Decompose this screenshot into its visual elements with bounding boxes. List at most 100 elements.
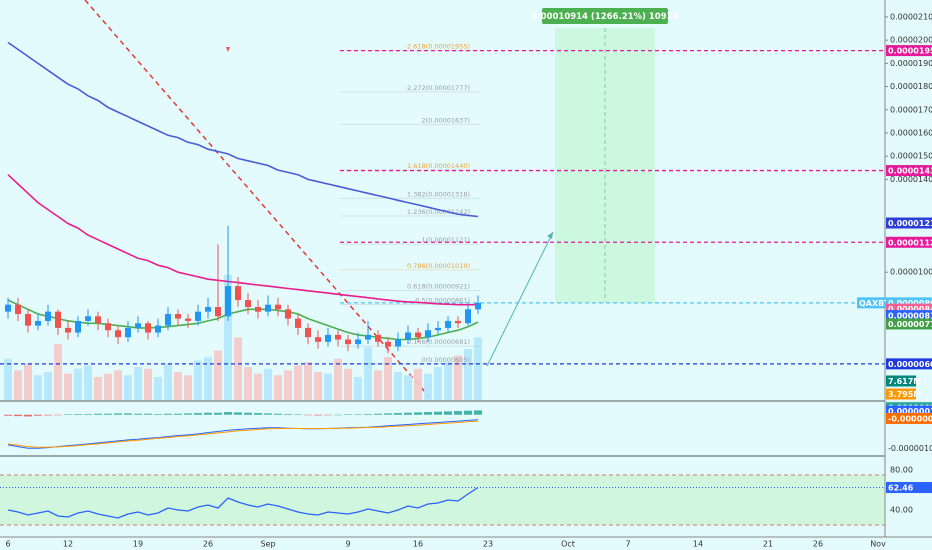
price-tag-label: 0.00001438 bbox=[888, 167, 932, 176]
price-tag bbox=[886, 217, 932, 229]
candle-body bbox=[285, 309, 291, 319]
histogram-bar bbox=[84, 414, 92, 415]
fib-label: 1(0.00001121) bbox=[422, 236, 471, 244]
histogram-bar bbox=[14, 414, 22, 417]
indicator-line bbox=[7, 419, 479, 449]
histogram-bar bbox=[4, 414, 12, 416]
x-tick-label: 26 bbox=[203, 540, 213, 549]
histogram-bar bbox=[94, 413, 102, 415]
volume-bar bbox=[394, 372, 402, 400]
volume-bar bbox=[174, 372, 182, 400]
volume-bar bbox=[64, 373, 72, 400]
x-tick-label: 9 bbox=[345, 540, 350, 549]
price-tag bbox=[886, 45, 932, 57]
volume-tag-label: 3.795M bbox=[888, 390, 921, 399]
histogram-bar bbox=[104, 413, 112, 415]
indicator-line bbox=[7, 299, 479, 341]
price-tag-label: 0.00000605 bbox=[888, 360, 932, 369]
histogram-bar bbox=[314, 414, 322, 416]
trendline bbox=[84, 0, 433, 401]
histogram-bar bbox=[324, 414, 332, 416]
price-tag bbox=[886, 297, 932, 309]
volume-bar bbox=[354, 376, 362, 400]
price-tag bbox=[886, 303, 932, 315]
volume-bar bbox=[294, 365, 302, 400]
price-tag-label: -0.00000011 bbox=[888, 414, 932, 423]
x-tick-label: Oct bbox=[561, 540, 575, 549]
histogram-bar bbox=[454, 411, 462, 415]
fib-label: 0(0.00000605) bbox=[422, 356, 471, 364]
fib-label: 0.5(0.00000861) bbox=[415, 296, 470, 304]
histogram-bar bbox=[474, 410, 482, 415]
candle-body bbox=[405, 332, 411, 340]
candle-body bbox=[395, 339, 401, 347]
volume-bar bbox=[474, 337, 482, 400]
rsi-band bbox=[0, 475, 885, 525]
candle-body bbox=[425, 330, 431, 338]
candle-body bbox=[445, 320, 451, 328]
candle-body bbox=[175, 313, 181, 319]
candle-body bbox=[325, 334, 331, 342]
volume-bar bbox=[24, 363, 32, 400]
candle-body bbox=[295, 318, 301, 328]
histogram-bar bbox=[154, 414, 162, 415]
price-tag bbox=[886, 482, 932, 494]
candle-body bbox=[435, 327, 441, 331]
histogram-bar bbox=[174, 413, 182, 415]
price-tag-label: 0.00000868 bbox=[888, 299, 932, 308]
volume-bar bbox=[84, 365, 92, 400]
volume-bar bbox=[274, 375, 282, 400]
candle-body bbox=[65, 327, 71, 333]
volume-bar bbox=[14, 370, 22, 400]
volume-bar bbox=[54, 344, 62, 400]
histogram-bar bbox=[234, 412, 242, 415]
histogram-bar bbox=[214, 412, 222, 415]
position-label-box bbox=[542, 8, 668, 24]
histogram-bar bbox=[344, 414, 352, 415]
volume-bar bbox=[194, 360, 202, 400]
candle-body bbox=[245, 300, 251, 308]
arrow-head bbox=[547, 232, 553, 239]
volume-bar bbox=[344, 368, 352, 400]
plot: 2.618(0.00001955) 2.272(0.00001777) 2(0.00… bbox=[0, 41, 885, 526]
volume-bar bbox=[384, 357, 392, 400]
indicator-line bbox=[7, 486, 479, 519]
volume-bar bbox=[374, 370, 382, 400]
candle-body bbox=[225, 286, 231, 317]
histogram-bar bbox=[284, 414, 292, 415]
volume-bar bbox=[364, 347, 372, 400]
candle-body bbox=[195, 311, 201, 321]
volume-bar bbox=[284, 370, 292, 400]
histogram-bar bbox=[194, 413, 202, 415]
volume-bar bbox=[244, 367, 252, 400]
candle-body bbox=[75, 320, 81, 333]
fib-label: 0.146(0.00000681) bbox=[407, 338, 470, 346]
volume-bar bbox=[94, 376, 102, 400]
volume-bar bbox=[184, 375, 192, 400]
volume-bar bbox=[74, 368, 82, 400]
volume-bar bbox=[4, 358, 12, 400]
candle-body bbox=[305, 327, 311, 338]
volume-bar bbox=[114, 370, 122, 400]
histogram-bar bbox=[434, 411, 442, 415]
histogram-bar bbox=[164, 413, 172, 415]
price-tag bbox=[886, 236, 932, 248]
fib-label: 0.618(0.00000921) bbox=[407, 283, 470, 291]
volume-bar bbox=[454, 355, 462, 400]
volume-bar bbox=[404, 375, 412, 400]
candle-body bbox=[95, 316, 101, 324]
histogram-bar bbox=[444, 411, 452, 415]
histogram-bar bbox=[24, 414, 32, 417]
x-tick-label: 12 bbox=[63, 540, 73, 549]
fib-label: 1.618(0.00001440) bbox=[407, 162, 470, 170]
x-tick-label: 6 bbox=[5, 540, 10, 549]
histogram-bar bbox=[354, 414, 362, 415]
histogram-bar bbox=[394, 413, 402, 415]
